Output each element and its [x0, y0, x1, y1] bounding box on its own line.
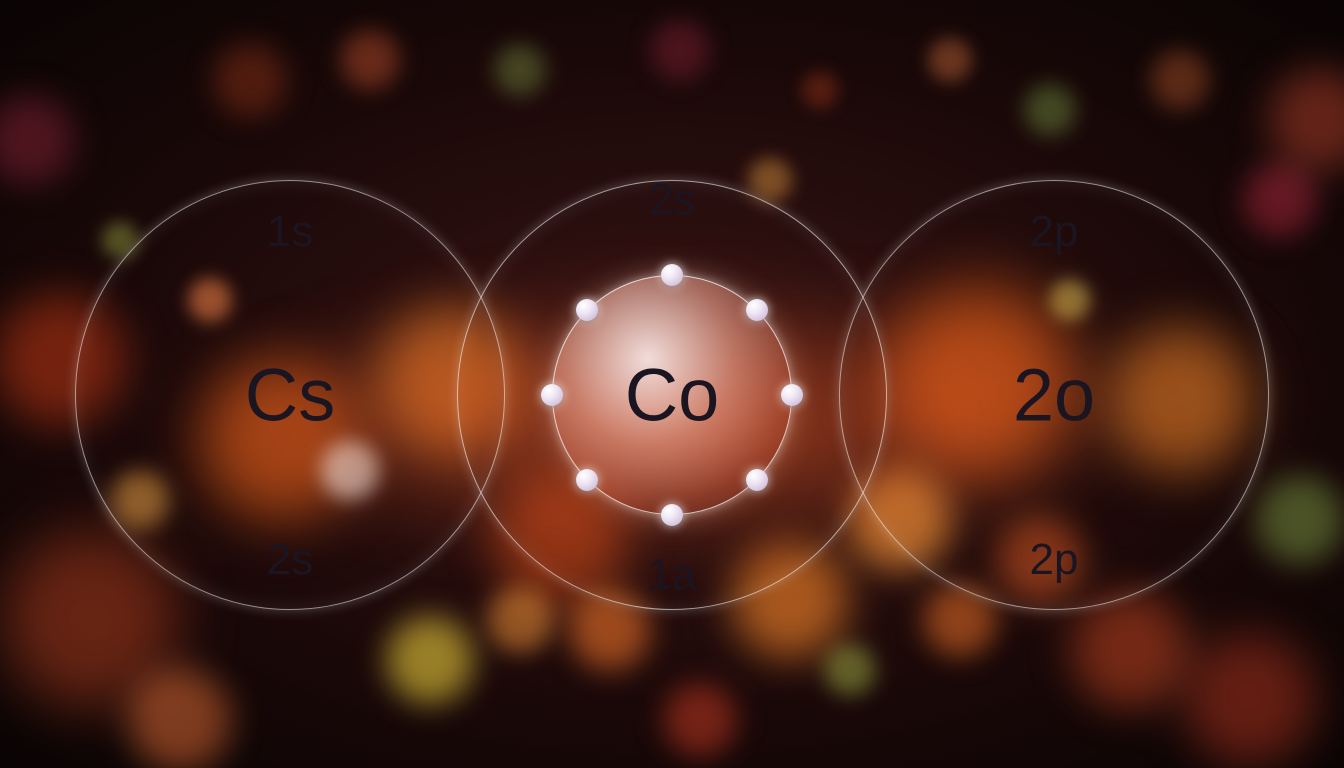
electron	[746, 299, 768, 321]
atom-symbol-center: Co	[625, 353, 720, 438]
orbital-label: 2p	[1030, 535, 1079, 585]
atoms-layer: Cs 1s 2s Co 2s 1a 2o 2p 2p	[0, 0, 1344, 768]
electron	[661, 264, 683, 286]
electron	[661, 504, 683, 526]
electron	[576, 469, 598, 491]
orbital-label: 2s	[649, 175, 695, 225]
orbital-label: 2p	[1030, 207, 1079, 257]
orbital-label: 1a	[648, 550, 697, 600]
atom-symbol-right: 2o	[1013, 353, 1095, 438]
orbital-label: 2s	[267, 535, 313, 585]
electron	[541, 384, 563, 406]
electron	[746, 469, 768, 491]
electron	[781, 384, 803, 406]
atom-symbol-left: Cs	[245, 353, 335, 438]
orbital-label: 1s	[267, 207, 313, 257]
